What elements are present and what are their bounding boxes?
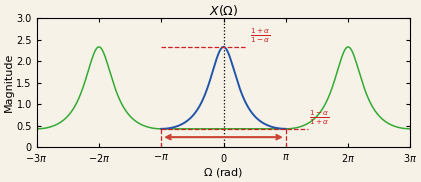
Text: $\frac{1+\alpha}{1-\alpha}$: $\frac{1+\alpha}{1-\alpha}$ <box>250 26 270 45</box>
Text: $\frac{1-\alpha}{1+\alpha}$: $\frac{1-\alpha}{1+\alpha}$ <box>309 109 330 127</box>
X-axis label: $\Omega$ (rad): $\Omega$ (rad) <box>203 165 244 179</box>
Title: $X(\Omega)$: $X(\Omega)$ <box>209 3 238 18</box>
Y-axis label: Magnitude: Magnitude <box>3 53 13 112</box>
